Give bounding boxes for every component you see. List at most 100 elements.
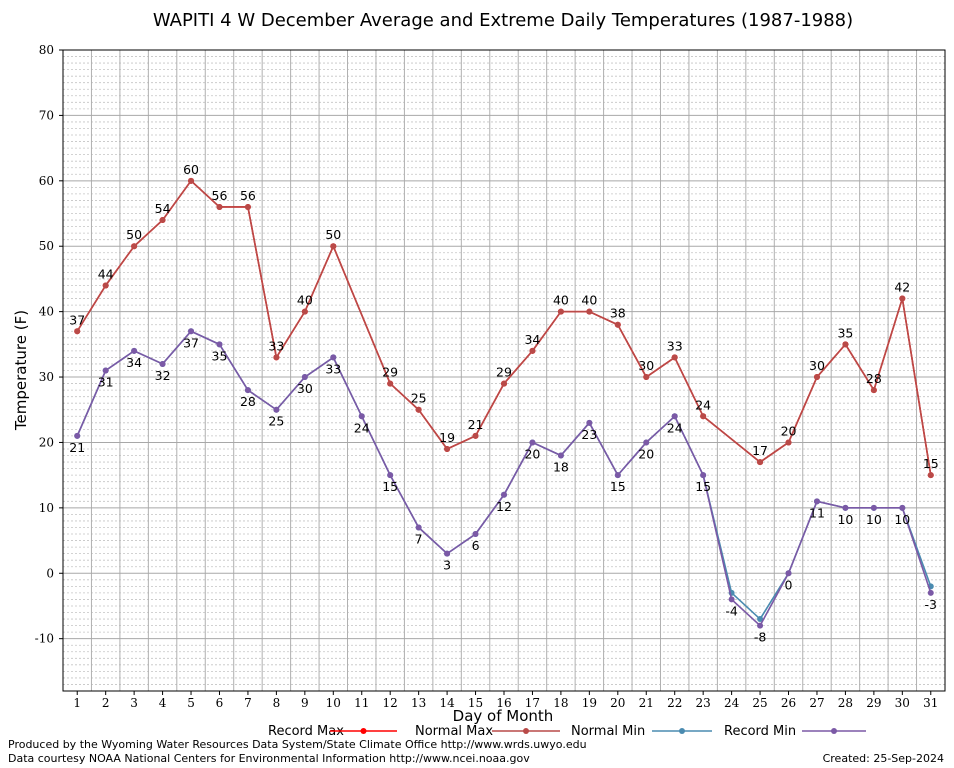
x-tick-label: 3 [130, 696, 138, 710]
min-data-label: 24 [667, 420, 683, 435]
min-data-label: 10 [837, 512, 853, 527]
min-data-label: 33 [325, 361, 341, 376]
record-min-point [472, 531, 479, 538]
record-min-point [102, 367, 109, 374]
x-tick-label: 12 [383, 696, 398, 710]
y-axis-label: Temperature (F) [12, 310, 30, 431]
x-tick-label: 9 [301, 696, 309, 710]
min-data-label: 20 [524, 446, 540, 461]
y-tick-label: 10 [39, 501, 54, 515]
normal-max-point [614, 321, 621, 328]
record-min-point [757, 622, 764, 629]
y-tick-label: 50 [39, 239, 54, 253]
normal-max-point [102, 282, 109, 289]
record-min-point [387, 472, 394, 479]
record-min-point [785, 570, 792, 577]
chart-title: WAPITI 4 W December Average and Extreme … [153, 10, 853, 31]
normal-max-point [444, 445, 451, 452]
y-tick-label: 20 [39, 435, 54, 449]
min-data-label: 28 [240, 394, 256, 409]
record-min-point [131, 347, 138, 354]
max-data-label: 40 [297, 293, 313, 308]
x-tick-label: 19 [582, 696, 597, 710]
x-tick-label: 10 [326, 696, 341, 710]
min-data-label: 23 [581, 427, 597, 442]
max-data-label: 20 [781, 423, 797, 438]
min-data-label: 34 [126, 355, 142, 370]
max-data-label: 44 [98, 266, 114, 281]
legend-marker-normal-max [523, 728, 529, 734]
x-tick-label: 7 [244, 696, 252, 710]
record-min-point [842, 504, 849, 511]
max-data-label: 50 [126, 227, 142, 242]
x-tick-label: 1 [73, 696, 81, 710]
record-min-point [444, 550, 451, 557]
record-min-point [159, 360, 166, 367]
max-data-label: 37 [69, 312, 85, 327]
max-data-label: 35 [837, 325, 853, 340]
x-tick-label: 5 [187, 696, 195, 710]
record-min-point [244, 387, 251, 394]
footer-produced-by: Produced by the Wyoming Water Resources … [8, 738, 587, 751]
normal-max-point [188, 177, 195, 184]
normal-max-point [529, 347, 536, 354]
x-tick-label: 15 [468, 696, 483, 710]
y-tick-label: 60 [39, 174, 54, 188]
normal-max-point [501, 380, 507, 387]
x-tick-label: 14 [439, 696, 455, 710]
max-data-label: 40 [553, 293, 569, 308]
max-data-label: 40 [581, 293, 597, 308]
legend-label-normal-min: Normal Min [571, 724, 645, 739]
min-data-label: 25 [268, 414, 284, 429]
normal-max-point [586, 308, 593, 315]
record-min-point [870, 504, 877, 511]
min-data-label: 20 [638, 446, 654, 461]
normal-max-point [927, 472, 934, 479]
max-data-label: 25 [411, 391, 427, 406]
y-tick-label: 40 [39, 305, 54, 319]
legend-label-record-min: Record Min [724, 724, 796, 739]
min-data-label: 10 [866, 512, 882, 527]
max-data-label: 29 [496, 365, 512, 380]
x-tick-label: 23 [696, 696, 711, 710]
record-min-point [330, 354, 337, 361]
max-data-label: 56 [212, 188, 228, 203]
min-data-label: 15 [695, 479, 711, 494]
legend-marker-record-max [360, 728, 367, 734]
min-data-label: 15 [382, 479, 398, 494]
x-tick-label: 24 [724, 696, 740, 710]
max-data-label: 30 [809, 358, 825, 373]
min-data-label: 6 [472, 538, 480, 553]
x-tick-label: 26 [781, 696, 796, 710]
x-tick-label: 29 [866, 696, 881, 710]
normal-max-point [671, 354, 678, 361]
record-min-point [586, 419, 593, 426]
normal-max-point [700, 413, 707, 420]
record-min-point [899, 504, 906, 511]
normal-max-point [757, 459, 764, 466]
record-min-point [415, 524, 422, 531]
min-data-label: -4 [725, 603, 738, 618]
normal-max-point [842, 341, 849, 348]
min-data-label: 21 [69, 440, 85, 455]
record-min-point [529, 439, 536, 446]
normal-max-point [643, 374, 650, 381]
normal-min-point [757, 616, 764, 623]
normal-max-point [387, 380, 394, 387]
x-tick-label: 30 [895, 696, 910, 710]
record-min-point [671, 413, 678, 420]
max-data-label: 15 [923, 456, 939, 471]
normal-max-point [330, 243, 337, 250]
max-data-label: 17 [752, 443, 768, 458]
record-min-point [813, 498, 820, 505]
max-data-label: 19 [439, 430, 455, 445]
y-tick-label: 0 [46, 566, 54, 580]
record-min-point [700, 472, 707, 479]
normal-max-point [557, 308, 564, 315]
x-tick-label: 25 [752, 696, 767, 710]
x-tick-label: 20 [610, 696, 625, 710]
max-data-label: 33 [667, 338, 683, 353]
min-data-label: -8 [754, 630, 767, 645]
